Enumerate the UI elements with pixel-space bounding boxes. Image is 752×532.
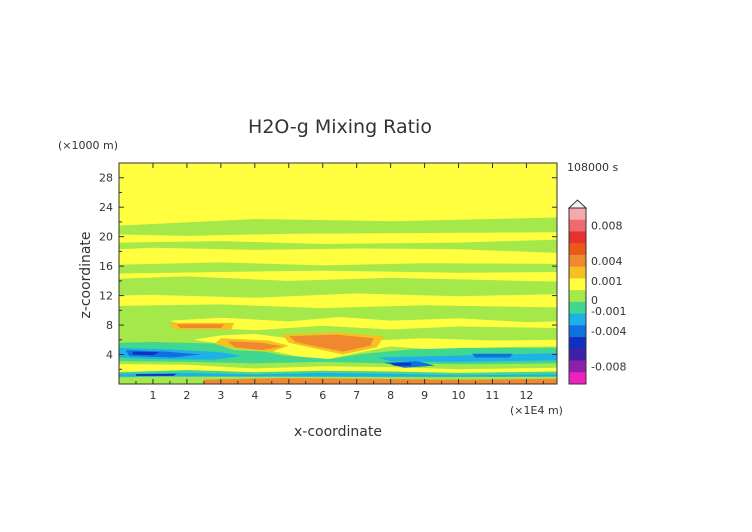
colorbar-swatch <box>569 360 586 373</box>
colorbar-label: 0.008 <box>591 220 623 233</box>
colorbar-swatch <box>569 372 586 385</box>
colorbar-label: -0.008 <box>591 360 626 373</box>
contour-region <box>119 262 557 274</box>
contour-region <box>227 341 282 351</box>
contour-region <box>390 362 411 366</box>
x-tick-label: 4 <box>251 389 258 402</box>
contour-region <box>472 353 513 358</box>
x-tick-label: 7 <box>353 389 360 402</box>
contour-region <box>169 317 557 331</box>
contour-region <box>119 372 557 377</box>
x-unit-label: (×1E4 m) <box>510 404 563 417</box>
y-unit-label: (×1000 m) <box>58 139 118 152</box>
y-tick-label: 16 <box>99 260 113 273</box>
colorbar-swatch <box>569 301 586 315</box>
x-axis-label: x-coordinate <box>294 424 382 440</box>
colorbar-swatch <box>569 208 586 221</box>
contour-region <box>377 353 557 362</box>
contour-region <box>136 373 177 376</box>
x-tick-label: 8 <box>387 389 394 402</box>
contour-regions <box>119 217 557 384</box>
x-tick-label: 12 <box>519 389 533 402</box>
contour-region <box>203 378 557 384</box>
x-tick-label: 10 <box>452 389 466 402</box>
colorbar-swatch <box>569 278 586 291</box>
colorbar-swatch <box>569 313 586 326</box>
y-axis-ticks: 4 8 12 16 20 24 28 <box>99 172 557 370</box>
time-label: 108000 s <box>567 161 618 174</box>
colorbar-swatch <box>569 243 586 256</box>
x-tick-label: 5 <box>285 389 292 402</box>
contour-region <box>119 276 557 298</box>
colorbar-label: -0.004 <box>591 325 626 338</box>
colorbar-label: 0 <box>591 294 598 307</box>
colorbar-swatch <box>569 337 586 350</box>
contour-region <box>119 217 557 236</box>
colorbar-label: 0.004 <box>591 255 623 268</box>
contour-region <box>119 239 557 253</box>
chart-title: H2O-g Mixing Ratio <box>248 116 432 138</box>
colorbar-swatch <box>569 231 586 244</box>
y-tick-label: 24 <box>99 201 113 214</box>
colorbar-swatch <box>569 254 586 268</box>
plot-frame <box>118 162 558 385</box>
x-tick-label: 3 <box>217 389 224 402</box>
colorbar-swatch <box>569 219 586 232</box>
contour-region <box>132 351 160 356</box>
colorbar-cap <box>567 199 588 209</box>
y-tick-label: 8 <box>106 319 113 332</box>
colorbar-swatch <box>569 348 586 362</box>
colorbar-swatch <box>569 266 586 279</box>
y-tick-label: 12 <box>99 290 113 303</box>
contour-region <box>176 324 225 328</box>
y-tick-label: 28 <box>99 172 113 185</box>
colorbar-swatch <box>569 325 586 338</box>
x-tick-label: 2 <box>183 389 190 402</box>
x-tick-label: 6 <box>319 389 326 402</box>
y-axis-label: z-coordinate <box>78 231 94 318</box>
colorbar-label: -0.001 <box>591 305 626 318</box>
x-axis-ticks: 1 2 3 4 5 6 7 8 9 10 11 12 <box>135 163 544 402</box>
contour-region <box>288 334 374 352</box>
colorbar-swatch <box>569 290 586 303</box>
colorbar-label: 0.001 <box>591 275 623 288</box>
x-tick-label: 1 <box>149 389 156 402</box>
colorbar: 0.008 0.004 0.001 0-0.001 -0.004 -0.008 <box>567 199 626 385</box>
y-tick-label: 20 <box>99 231 113 244</box>
y-tick-label: 4 <box>106 349 113 362</box>
x-tick-label: 9 <box>421 389 428 402</box>
x-tick-label: 11 <box>485 389 499 402</box>
colorbar-frame <box>568 207 587 385</box>
